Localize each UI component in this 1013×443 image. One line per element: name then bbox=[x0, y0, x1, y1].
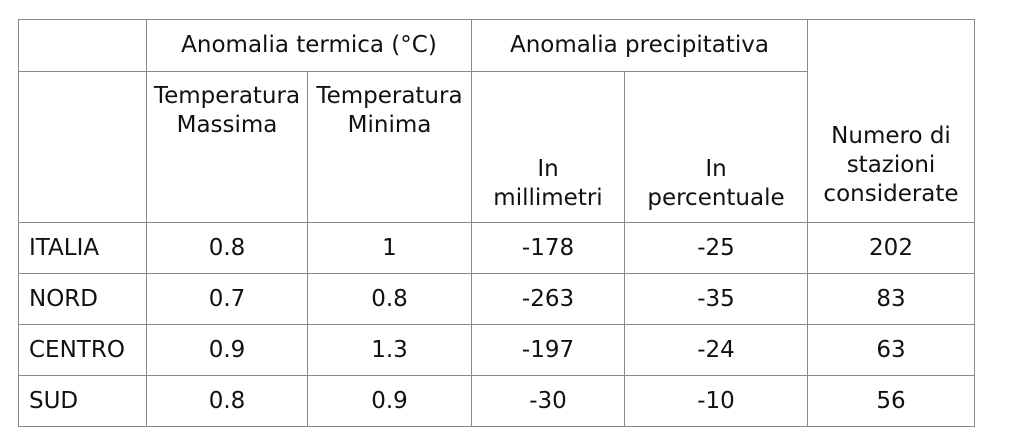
header-percentage: In percentuale bbox=[624, 71, 808, 223]
mm-cell: -263 bbox=[471, 273, 625, 325]
header-tmin: Temperatura Minima bbox=[307, 71, 472, 223]
corner-cell-top bbox=[18, 19, 147, 72]
mm-cell: -30 bbox=[471, 375, 625, 427]
table-row: CENTRO 0.9 1.3 -197 -24 63 bbox=[18, 324, 975, 376]
region-cell: SUD bbox=[18, 375, 147, 427]
header-millimeters: In millimetri bbox=[471, 71, 625, 223]
region-cell: NORD bbox=[18, 273, 147, 325]
header-tmax: Temperatura Massima bbox=[146, 71, 308, 223]
header-pct-line-2: percentuale bbox=[647, 185, 785, 211]
stations-cell: 202 bbox=[807, 222, 975, 274]
mm-cell: -178 bbox=[471, 222, 625, 274]
tmax-cell: 0.8 bbox=[146, 375, 308, 427]
tmax-cell: 0.9 bbox=[146, 324, 308, 376]
header-stations-line-2: stazioni bbox=[846, 152, 936, 178]
tmin-cell: 0.8 bbox=[307, 273, 472, 325]
table-container: Anomalia termica (°C) Anomalia precipita… bbox=[18, 19, 975, 427]
table-row: ITALIA 0.8 1 -178 -25 202 bbox=[18, 222, 975, 274]
header-stations-line-1: Numero di bbox=[831, 123, 951, 149]
tmax-cell: 0.8 bbox=[146, 222, 308, 274]
header-precipitation-group: Anomalia precipitativa bbox=[471, 19, 808, 72]
stations-cell: 56 bbox=[807, 375, 975, 427]
header-stations: Numero di stazioni considerate bbox=[807, 19, 975, 223]
table-row: NORD 0.7 0.8 -263 -35 83 bbox=[18, 273, 975, 325]
corner-cell-bottom bbox=[18, 71, 147, 223]
header-stations-line-3: considerate bbox=[823, 181, 959, 207]
header-row-group: Anomalia termica (°C) Anomalia precipita… bbox=[18, 19, 975, 223]
pct-cell: -35 bbox=[624, 273, 808, 325]
region-cell: CENTRO bbox=[18, 324, 147, 376]
region-cell: ITALIA bbox=[18, 222, 147, 274]
header-temperature-group: Anomalia termica (°C) bbox=[146, 19, 472, 72]
tmax-cell: 0.7 bbox=[146, 273, 308, 325]
stations-cell: 83 bbox=[807, 273, 975, 325]
tmin-cell: 1 bbox=[307, 222, 472, 274]
anomaly-table: Anomalia termica (°C) Anomalia precipita… bbox=[18, 19, 975, 427]
mm-cell: -197 bbox=[471, 324, 625, 376]
pct-cell: -24 bbox=[624, 324, 808, 376]
header-tmin-line-1: Temperatura bbox=[316, 83, 463, 109]
header-mm-line-2: millimetri bbox=[493, 185, 603, 211]
tmin-cell: 1.3 bbox=[307, 324, 472, 376]
header-row-sub: Temperatura Massima Temperatura Minima I… bbox=[18, 71, 975, 223]
header-mm-line-1: In bbox=[537, 156, 559, 182]
pct-cell: -25 bbox=[624, 222, 808, 274]
tmin-cell: 0.9 bbox=[307, 375, 472, 427]
header-pct-line-1: In bbox=[705, 156, 727, 182]
stations-cell: 63 bbox=[807, 324, 975, 376]
header-tmax-line-2: Massima bbox=[176, 112, 278, 138]
header-tmin-line-2: Minima bbox=[347, 112, 432, 138]
table-row: SUD 0.8 0.9 -30 -10 56 bbox=[18, 375, 975, 427]
header-tmax-line-1: Temperatura bbox=[153, 83, 301, 109]
pct-cell: -10 bbox=[624, 375, 808, 427]
